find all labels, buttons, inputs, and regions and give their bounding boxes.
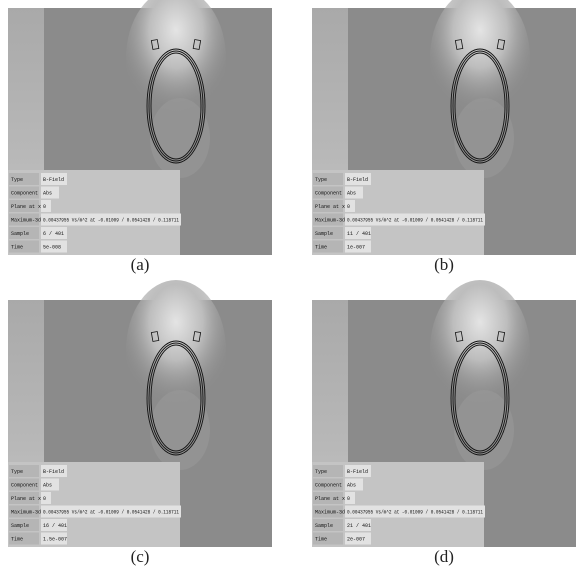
info-value: 1e-007	[347, 245, 365, 251]
info-value: 0.00437955 Vs/m^2 at -0.01009 / 0.054142…	[43, 510, 179, 516]
figure: TypeB-FieldComponentAbsPlane at x0Maximu…	[0, 0, 580, 587]
caption: (b)	[434, 255, 454, 274]
info-value: B-Field	[347, 177, 368, 183]
info-value: 0.00437955 Vs/m^2 at -0.01009 / 0.054142…	[347, 510, 483, 516]
info-label: Component	[11, 483, 38, 489]
info-label: Time	[11, 537, 23, 543]
info-label: Maximum-3d	[11, 218, 41, 224]
info-label: Type	[11, 469, 23, 475]
info-value: 11 / 401	[347, 231, 371, 237]
info-value: Abs	[347, 483, 356, 489]
info-value: 21 / 401	[347, 523, 371, 529]
info-label: Component	[11, 191, 38, 197]
caption: (c)	[131, 547, 150, 566]
info-value: B-Field	[347, 469, 368, 475]
info-value: Abs	[347, 191, 356, 197]
info-label: Sample	[315, 523, 333, 529]
info-value: B-Field	[43, 177, 64, 183]
info-value: 0	[347, 496, 350, 502]
info-value: 0	[43, 204, 46, 210]
info-label: Plane at x	[11, 496, 41, 502]
info-label: Maximum-3d	[315, 218, 345, 224]
info-label: Type	[11, 177, 23, 183]
info-value: B-Field	[43, 469, 64, 475]
info-value: 5e-008	[43, 245, 61, 251]
info-label: Plane at x	[315, 204, 345, 210]
info-value: 16 / 401	[43, 523, 67, 529]
info-value: 6 / 401	[43, 231, 64, 237]
info-value: 0.00437955 Vs/m^2 at -0.01009 / 0.054142…	[347, 218, 483, 224]
info-value: 2e-007	[347, 537, 365, 543]
info-value: 0	[43, 496, 46, 502]
info-label: Component	[315, 483, 342, 489]
info-label: Plane at x	[11, 204, 41, 210]
info-label: Plane at x	[315, 496, 345, 502]
info-label: Time	[315, 245, 327, 251]
caption: (d)	[434, 547, 454, 566]
info-label: Type	[315, 177, 327, 183]
info-value: Abs	[43, 191, 52, 197]
info-label: Component	[315, 191, 342, 197]
info-value: 0	[347, 204, 350, 210]
info-value: 1.5e-007	[43, 537, 67, 543]
info-label: Type	[315, 469, 327, 475]
info-label: Time	[11, 245, 23, 251]
info-label: Sample	[315, 231, 333, 237]
info-label: Maximum-3d	[11, 510, 41, 516]
info-label: Time	[315, 537, 327, 543]
page: {"panels": [ {"caption": "(a)", "rows": …	[0, 0, 580, 587]
info-label: Sample	[11, 523, 29, 529]
caption: (a)	[131, 255, 150, 274]
info-label: Sample	[11, 231, 29, 237]
info-value: 0.00437955 Vs/m^2 at -0.01009 / 0.054142…	[43, 218, 179, 224]
info-label: Maximum-3d	[315, 510, 345, 516]
info-value: Abs	[43, 483, 52, 489]
